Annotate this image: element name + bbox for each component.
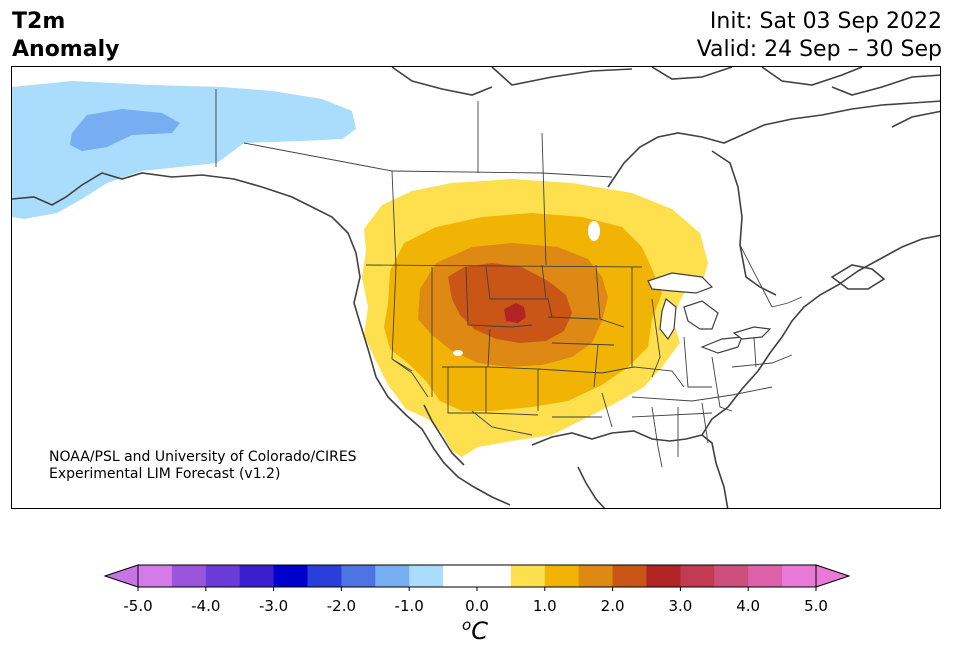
forecast-dates: Init: Sat 03 Sep 2022 Valid: 24 Sep – 30… (697, 8, 942, 64)
title-line-2: Anomaly (12, 37, 120, 62)
map-panel: NOAA/PSL and University of Colorado/CIRE… (11, 66, 941, 509)
anomaly-gap (453, 350, 463, 356)
anomaly-map (12, 67, 940, 508)
credit-line-1: NOAA/PSL and University of Colorado/CIRE… (49, 449, 357, 465)
colorbar-segment (477, 565, 512, 587)
valid-range: Valid: 24 Sep – 30 Sep (696, 37, 942, 62)
colorbar-segment (612, 565, 647, 587)
colorbar-segment (748, 565, 783, 587)
colorbar-segment (646, 565, 681, 587)
colorbar-tick-label: 3.0 (668, 597, 693, 615)
colorbar-segment (578, 565, 614, 587)
colorbar-tick-label: 0.0 (465, 597, 489, 615)
colorbar-tick-label: -3.0 (258, 597, 289, 615)
unit-letter: C (471, 617, 488, 645)
colorbar-segment (443, 565, 478, 587)
colorbar-segment (138, 565, 173, 587)
warm-anomaly-red (504, 303, 526, 323)
colorbar-segment (239, 565, 275, 587)
colorbar-segment (680, 565, 715, 587)
colorbar-tick-label: 2.0 (600, 597, 625, 615)
degree-symbol: o (462, 616, 472, 634)
colorbar-units: oC (462, 616, 488, 645)
colorbar-under-arrow (103, 564, 139, 588)
cool-anomaly-mid (70, 109, 180, 151)
colorbar-segment (307, 565, 342, 587)
great-lakes (647, 272, 772, 354)
colorbar-tick-label: 1.0 (532, 597, 557, 615)
colorbar-tick-label: -1.0 (394, 597, 424, 615)
colorbar-segment (409, 565, 444, 587)
colorbar-segment (171, 565, 207, 587)
colorbar-segment (205, 565, 241, 587)
colorbar-segment (273, 565, 308, 587)
colorbar-segment (782, 565, 817, 587)
colorbar-tick-label: 5.0 (804, 597, 828, 615)
colorbar-ticks (137, 587, 817, 591)
colorbar-segment (375, 565, 410, 587)
colorbar-segment (341, 565, 376, 587)
colorbar-segment (510, 565, 546, 587)
map-title: T2m Anomaly (12, 8, 119, 64)
colorbar-segments (138, 565, 817, 587)
anomaly-gap-north (588, 221, 600, 241)
colorbar-tick-label: 4.0 (736, 597, 761, 615)
colorbar-segment (544, 565, 580, 587)
warm-anomaly-dark-orange (448, 263, 572, 343)
colorbar-tick-label: -2.0 (326, 597, 357, 615)
colorbar-segment (714, 565, 749, 587)
init-date: Init: Sat 03 Sep 2022 (709, 9, 942, 34)
colorbar-over-arrow (815, 564, 851, 588)
credit-line-2: Experimental LIM Forecast (v1.2) (49, 466, 281, 482)
colorbar-tick-label: -4.0 (191, 597, 221, 615)
state-borders (215, 89, 803, 468)
colorbar-tick-label: -5.0 (123, 597, 153, 615)
coastlines (12, 67, 940, 508)
title-line-1: T2m (12, 9, 66, 34)
